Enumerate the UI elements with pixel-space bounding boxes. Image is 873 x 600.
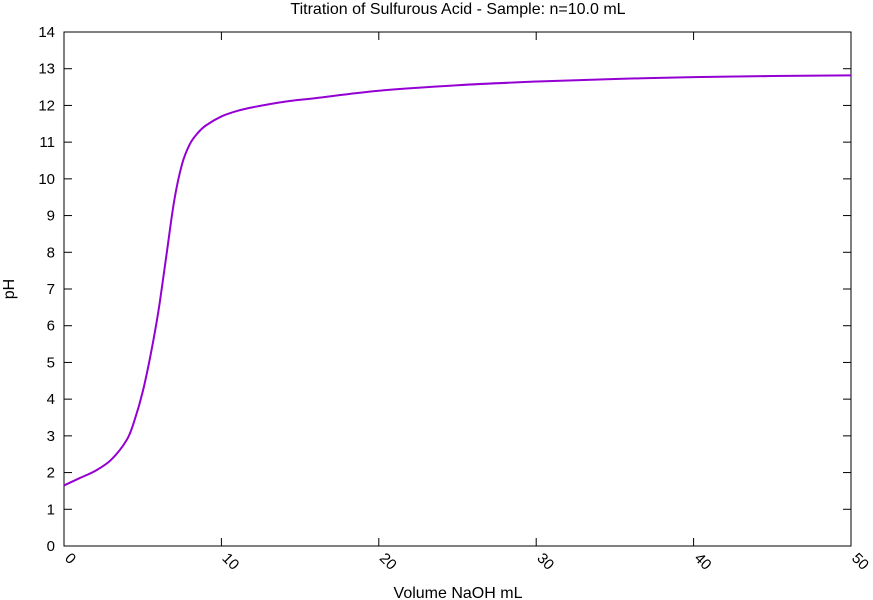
y-tick-label: 9	[47, 208, 55, 225]
y-tick-label: 1	[47, 501, 55, 518]
x-tick-label: 30	[533, 550, 557, 574]
y-tick-label: 14	[38, 24, 55, 41]
y-tick-label: 0	[47, 538, 55, 555]
y-axis-title: pH	[1, 279, 18, 299]
chart-title: Titration of Sulfurous Acid - Sample: n=…	[290, 1, 625, 18]
y-tick-label: 13	[38, 61, 55, 78]
y-tick-label: 5	[47, 354, 55, 371]
x-tick-label: 20	[376, 550, 400, 574]
x-tick-label: 0	[61, 550, 79, 568]
series-line-0	[63, 74, 852, 487]
y-tick-label: 8	[47, 244, 55, 261]
y-tick-label: 12	[38, 97, 55, 114]
x-tick-label: 50	[848, 550, 872, 574]
y-tick-label: 3	[47, 428, 55, 445]
x-tick-label: 40	[691, 550, 715, 574]
y-tick-label: 10	[38, 171, 55, 188]
x-axis-title: Volume NaOH mL	[394, 585, 523, 600]
series-layer	[63, 74, 852, 487]
y-tick-label: 6	[47, 318, 55, 335]
plot-frame	[63, 31, 852, 547]
x-axis: 0 10 20 30 40 50	[61, 32, 872, 574]
y-tick-label: 2	[47, 465, 55, 482]
y-tick-label: 4	[47, 391, 55, 408]
y-tick-label: 7	[47, 281, 55, 298]
x-tick-label: 10	[219, 550, 243, 574]
y-tick-label: 11	[39, 134, 55, 151]
